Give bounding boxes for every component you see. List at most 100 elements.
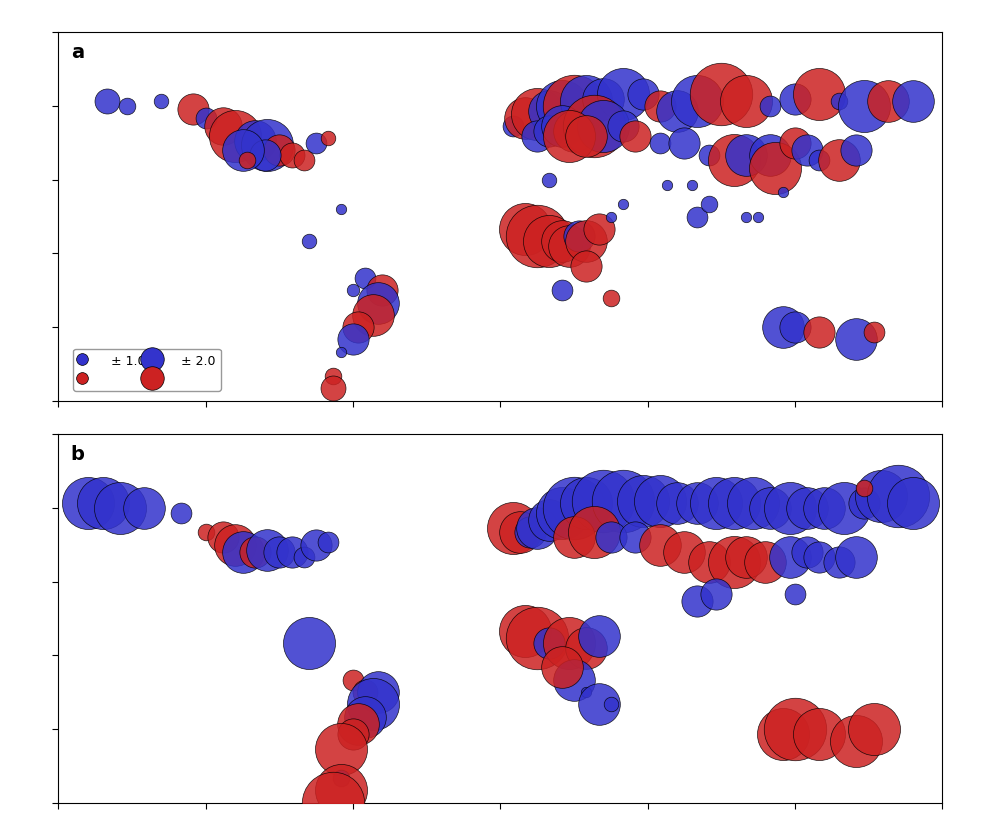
- Point: [517, 624, 533, 638]
- Point: [669, 105, 685, 119]
- Point: [816, 502, 832, 515]
- Point: [95, 497, 111, 510]
- Point: [586, 526, 601, 539]
- Point: [247, 135, 263, 148]
- Point: [554, 661, 570, 675]
- Point: [326, 370, 341, 384]
- Point: [530, 631, 545, 645]
- Point: [365, 698, 381, 711]
- Point: [228, 130, 243, 143]
- Point: [333, 742, 348, 755]
- Point: [880, 95, 896, 109]
- Point: [321, 132, 336, 145]
- Point: [726, 556, 742, 569]
- Point: [762, 150, 778, 163]
- Point: [272, 145, 287, 158]
- Point: [811, 155, 827, 168]
- Point: [530, 230, 545, 243]
- Text: b: b: [71, 444, 84, 463]
- Point: [308, 538, 324, 552]
- Point: [350, 717, 366, 731]
- Point: [80, 497, 96, 510]
- Point: [365, 308, 381, 322]
- Point: [615, 88, 631, 101]
- Point: [591, 698, 606, 711]
- Point: [782, 502, 798, 515]
- Point: [272, 546, 287, 559]
- Point: [542, 514, 557, 528]
- Point: [726, 497, 742, 510]
- Point: [505, 120, 521, 133]
- Point: [652, 538, 668, 552]
- Legend:     ± 1.0, ,     ± 2.0, : ± 1.0, , ± 2.0,: [74, 349, 221, 391]
- Point: [865, 722, 881, 736]
- Point: [554, 120, 570, 133]
- Point: [746, 497, 761, 510]
- Point: [708, 497, 724, 510]
- Point: [849, 145, 864, 158]
- Point: [595, 93, 611, 106]
- Point: [873, 489, 889, 502]
- Point: [308, 137, 324, 150]
- Point: [120, 100, 135, 114]
- Point: [247, 546, 263, 559]
- Point: [652, 100, 668, 114]
- Point: [357, 710, 373, 723]
- Point: [579, 260, 594, 273]
- Point: [635, 88, 650, 101]
- Point: [234, 145, 250, 158]
- Point: [522, 526, 538, 539]
- Point: [904, 497, 920, 510]
- Point: [615, 120, 631, 133]
- Point: [831, 155, 847, 168]
- Point: [659, 179, 675, 192]
- Point: [586, 120, 601, 133]
- Point: [345, 334, 361, 347]
- Point: [811, 551, 827, 564]
- Point: [284, 150, 299, 163]
- Point: [738, 150, 753, 163]
- Point: [595, 494, 611, 507]
- Point: [554, 100, 570, 114]
- Point: [855, 497, 871, 510]
- Point: [530, 108, 545, 121]
- Point: [811, 727, 827, 741]
- Point: [257, 150, 273, 163]
- Point: [326, 796, 341, 809]
- Point: [301, 636, 317, 650]
- Point: [215, 120, 231, 133]
- Point: [782, 551, 798, 564]
- Point: [689, 211, 704, 224]
- Point: [357, 272, 373, 285]
- Point: [689, 497, 704, 510]
- Point: [689, 594, 704, 608]
- Point: [174, 507, 189, 520]
- Point: [831, 556, 847, 569]
- Point: [708, 588, 724, 601]
- Point: [561, 636, 577, 650]
- Point: [296, 551, 312, 564]
- Point: [112, 502, 128, 515]
- Point: [757, 556, 773, 569]
- Point: [831, 95, 847, 109]
- Point: [542, 105, 557, 119]
- Point: [855, 482, 871, 496]
- Point: [787, 588, 802, 601]
- Point: [542, 125, 557, 138]
- Point: [603, 698, 619, 711]
- Point: [811, 88, 827, 101]
- Point: [787, 93, 802, 106]
- Point: [904, 95, 920, 109]
- Point: [333, 772, 348, 785]
- Point: [228, 538, 243, 552]
- Point: [800, 546, 815, 559]
- Point: [787, 321, 802, 334]
- Point: [566, 673, 582, 686]
- Point: [738, 211, 753, 224]
- Point: [767, 161, 783, 175]
- Point: [215, 531, 231, 544]
- Point: [579, 130, 594, 143]
- Point: [628, 531, 644, 544]
- Point: [775, 321, 791, 334]
- Point: [566, 125, 582, 138]
